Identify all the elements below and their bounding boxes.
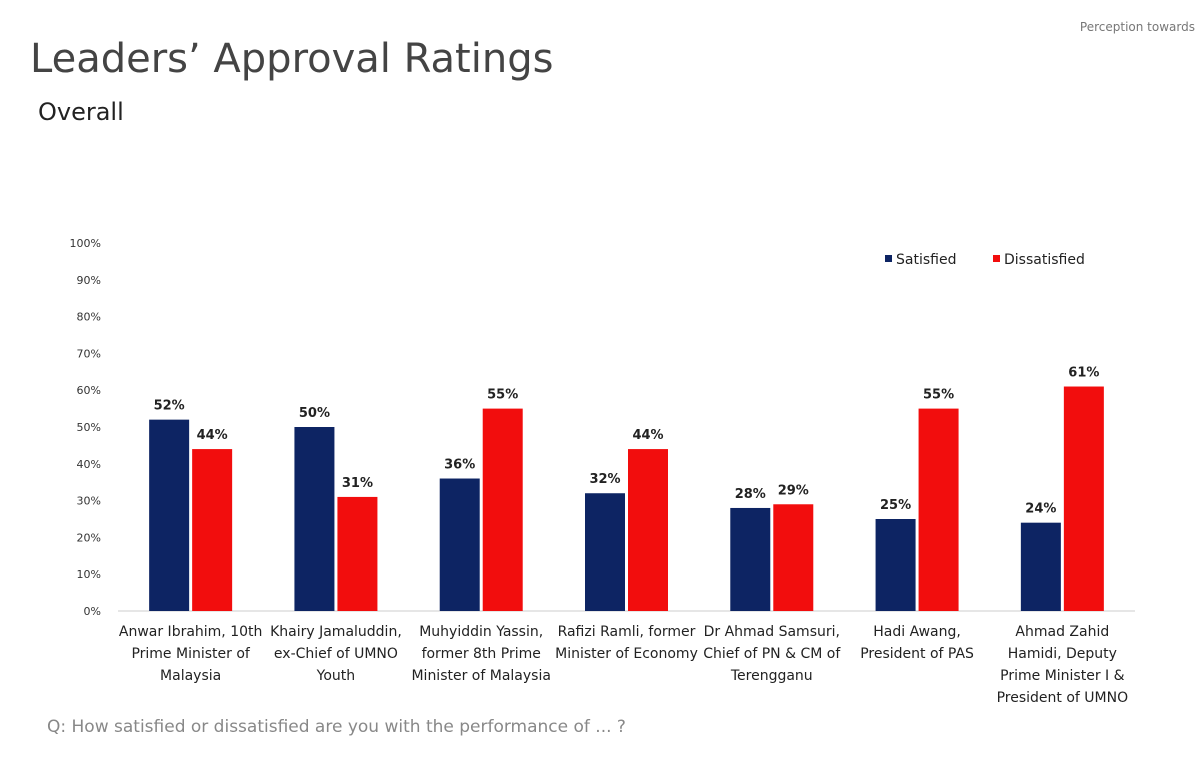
x-tick-label: Muhyiddin Yassin, former 8th Prime Minis…: [411, 624, 551, 684]
y-tick-label: 90%: [77, 274, 101, 287]
bar: [628, 449, 668, 611]
legend-swatch: [993, 255, 1000, 262]
title: Leaders’ Approval Ratings: [30, 36, 554, 82]
x-tick-label: Dr Ahmad Samsuri, Chief of PN & CM of Te…: [703, 624, 841, 684]
value-label: 32%: [589, 472, 620, 487]
value-label: 31%: [342, 476, 373, 491]
y-tick-label: 30%: [77, 495, 101, 508]
y-tick-label: 100%: [70, 237, 101, 250]
footnote: Q: How satisfied or dissatisfied are you…: [47, 717, 626, 737]
value-label: 24%: [1025, 502, 1056, 517]
bar: [773, 504, 814, 611]
value-label: 25%: [880, 498, 911, 513]
value-label: 61%: [1068, 366, 1099, 381]
bar: [585, 493, 625, 611]
y-tick-label: 50%: [77, 421, 101, 434]
bar: [192, 449, 233, 611]
value-label: 50%: [299, 406, 330, 421]
x-tick-label: Rafizi Ramli, former Minister of Economy: [555, 624, 698, 662]
value-label: 44%: [632, 428, 663, 443]
value-label: 36%: [444, 458, 475, 473]
x-tick-label: Hadi Awang, President of PAS: [860, 624, 974, 662]
bar: [1020, 522, 1061, 611]
bar: [730, 507, 771, 611]
y-tick-label: 70%: [77, 347, 101, 360]
subtitle: Overall: [38, 98, 124, 126]
x-tick-label: Khairy Jamaluddin, ex-Chief of UMNO Yout…: [270, 624, 402, 684]
value-label: 55%: [923, 388, 954, 403]
y-tick-label: 10%: [77, 568, 101, 581]
value-label: 28%: [735, 487, 766, 502]
bar: [1063, 386, 1104, 611]
value-label: 44%: [197, 428, 228, 443]
legend-label: Dissatisfied: [1004, 252, 1085, 268]
legend-label: Satisfied: [896, 252, 956, 268]
value-label: 55%: [487, 388, 518, 403]
y-tick-label: 80%: [77, 311, 101, 324]
bar: [294, 427, 335, 611]
x-tick-label: Anwar Ibrahim, 10th Prime Minister of Ma…: [118, 624, 263, 684]
y-tick-label: 60%: [77, 384, 101, 397]
legend-swatch: [885, 255, 892, 262]
x-tick-label: Ahmad Zahid Hamidi, Deputy Prime Ministe…: [996, 624, 1129, 706]
bar: [482, 408, 523, 611]
y-tick-label: 0%: [84, 605, 101, 618]
value-label: 52%: [154, 399, 185, 414]
y-tick-label: 20%: [77, 531, 101, 544]
value-label: 29%: [778, 483, 809, 498]
bar: [337, 496, 378, 611]
bar: [875, 519, 916, 611]
y-tick-label: 40%: [77, 458, 101, 471]
bar: [918, 408, 959, 611]
bar: [149, 419, 190, 611]
bar: [439, 478, 480, 611]
corner-note: Perception towards: [1079, 20, 1195, 34]
